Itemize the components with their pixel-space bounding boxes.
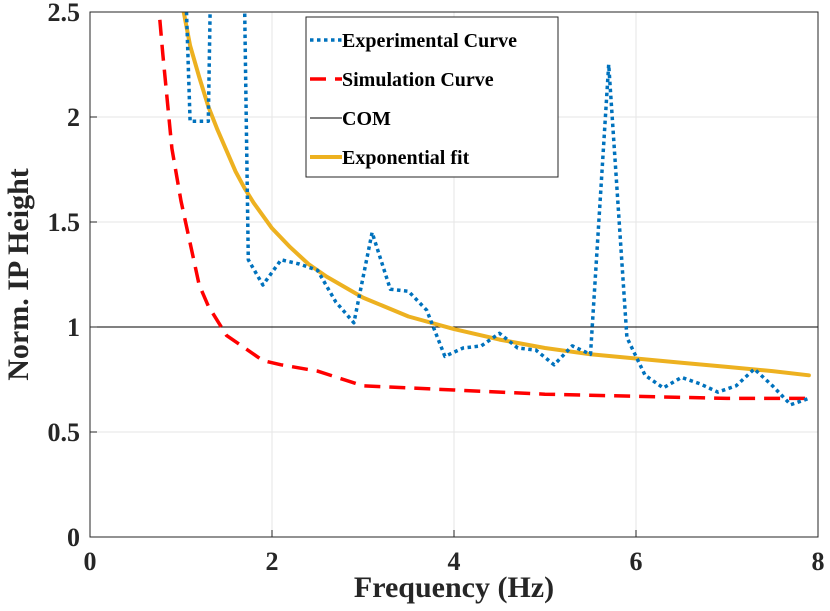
y-tick-label: 2	[67, 103, 80, 132]
series-line-simulation-curve	[157, 12, 809, 401]
x-axis-title: Frequency (Hz)	[354, 571, 554, 604]
x-tick-label: 6	[630, 547, 643, 576]
legend-label: Experimental Curve	[342, 30, 517, 52]
x-tick-label: 0	[84, 547, 97, 576]
y-tick-label: 0	[67, 523, 80, 552]
series-group	[90, 12, 818, 407]
x-tick-label: 4	[448, 547, 461, 576]
x-tick-label: 8	[812, 547, 825, 576]
y-axis-title: Norm. IP Height	[2, 168, 35, 380]
series-line-experimental-curve	[184, 12, 810, 407]
y-tick-label: 1.5	[48, 208, 81, 237]
legend-box	[305, 16, 559, 178]
legend: Experimental Curve Simulation Curve COM Exp…	[305, 16, 559, 178]
series-line-exponential-fit	[181, 12, 811, 378]
y-tick-label: 2.5	[48, 0, 81, 27]
x-tick-label: 2	[266, 547, 279, 576]
y-tick-label: 1	[67, 313, 80, 342]
y-tick-label: 0.5	[48, 418, 81, 447]
legend-label: Simulation Curve	[342, 69, 494, 91]
axis-ticks: 0 2 4 6 8 0 0.5 1 1.5 2 2.5	[48, 0, 825, 576]
legend-label: COM	[342, 108, 391, 130]
legend-label: Exponential fit	[342, 147, 470, 169]
